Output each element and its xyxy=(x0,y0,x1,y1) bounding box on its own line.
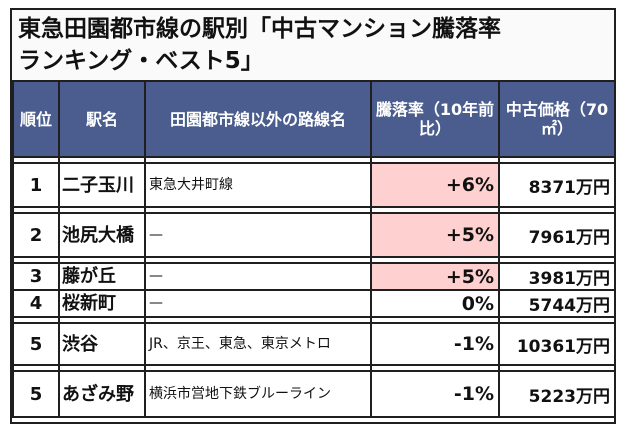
header-rank: 順位 xyxy=(12,80,60,158)
other-lines-cell: 東急大井町線 xyxy=(144,162,372,208)
table-row: 5 渋谷 JR、京王、東急、東京メトロ -1% 10361万円 xyxy=(12,322,616,366)
station-cell: 二子玉川 xyxy=(58,162,146,208)
station-cell: あざみ野 xyxy=(58,370,146,418)
change-rate-cell: +6% xyxy=(370,162,500,208)
header-other-lines: 田園都市線以外の路線名 xyxy=(144,80,372,158)
title-line-1: 東急田園都市線の駅別「中古マンション騰落率 xyxy=(18,16,501,42)
price-cell: 8371万円 xyxy=(498,162,616,208)
header-row: 順位 駅名 田園都市線以外の路線名 騰落率（10年前比） 中古価格（70㎡） xyxy=(12,80,616,158)
rank-cell: 1 xyxy=(12,162,60,208)
other-lines-cell: — xyxy=(144,289,372,318)
title-line-2: ランキング・ベスト5」 xyxy=(18,48,264,74)
rank-cell: 4 xyxy=(12,289,60,318)
spacer-row xyxy=(12,365,616,371)
header-price: 中古価格（70㎡） xyxy=(498,80,616,158)
change-rate-cell: +5% xyxy=(370,262,500,291)
other-lines-cell: — xyxy=(144,262,372,291)
other-lines-cell: 横浜市営地下鉄ブルーライン xyxy=(144,370,372,418)
spacer-row xyxy=(12,257,616,263)
table-title: 東急田園都市線の駅別「中古マンション騰落率 ランキング・ベスト5」 xyxy=(12,10,614,80)
change-rate-cell: -1% xyxy=(370,322,500,366)
change-rate-cell: 0% xyxy=(370,289,500,318)
price-cell: 3981万円 xyxy=(498,262,616,291)
price-cell: 5744万円 xyxy=(498,289,616,318)
spacer-row xyxy=(12,317,616,323)
rank-cell: 5 xyxy=(12,370,60,418)
table-row: 4 桜新町 — 0% 5744万円 xyxy=(12,289,616,318)
table-row: 3 藤が丘 — +5% 3981万円 xyxy=(12,262,616,291)
table-row: 1 二子玉川 東急大井町線 +6% 8371万円 xyxy=(12,162,616,208)
station-cell: 藤が丘 xyxy=(58,262,146,291)
other-lines-cell: — xyxy=(144,212,372,258)
header-change-rate: 騰落率（10年前比） xyxy=(370,80,500,158)
table-row: 5 あざみ野 横浜市営地下鉄ブルーライン -1% 5223万円 xyxy=(12,370,616,418)
change-rate-cell: +5% xyxy=(370,212,500,258)
ranking-table: 順位 駅名 田園都市線以外の路線名 騰落率（10年前比） 中古価格（70㎡） 1… xyxy=(12,80,616,418)
rank-cell: 5 xyxy=(12,322,60,366)
price-cell: 5223万円 xyxy=(498,370,616,418)
other-lines-cell: JR、京王、東急、東京メトロ xyxy=(144,322,372,366)
ranking-table-frame: 東急田園都市線の駅別「中古マンション騰落率 ランキング・ベスト5」 順位 駅名 … xyxy=(10,8,616,424)
station-cell: 池尻大橋 xyxy=(58,212,146,258)
rank-cell: 2 xyxy=(12,212,60,258)
rank-cell: 3 xyxy=(12,262,60,291)
spacer-row xyxy=(12,157,616,163)
price-cell: 7961万円 xyxy=(498,212,616,258)
table-row: 2 池尻大橋 — +5% 7961万円 xyxy=(12,212,616,258)
station-cell: 桜新町 xyxy=(58,289,146,318)
spacer-row xyxy=(12,207,616,213)
header-station: 駅名 xyxy=(58,80,146,158)
station-cell: 渋谷 xyxy=(58,322,146,366)
price-cell: 10361万円 xyxy=(498,322,616,366)
change-rate-cell: -1% xyxy=(370,370,500,418)
